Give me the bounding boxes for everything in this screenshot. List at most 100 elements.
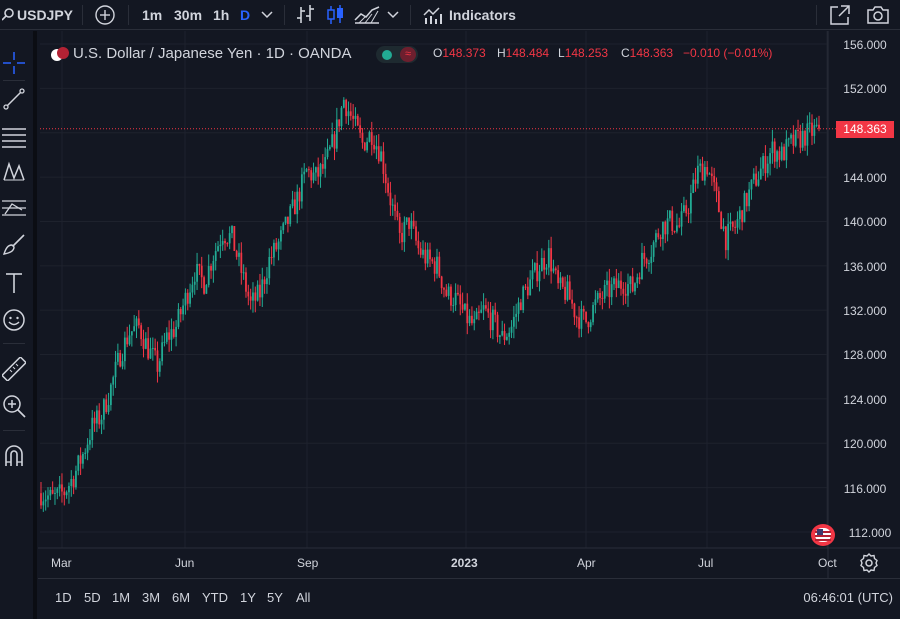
candle-up xyxy=(261,279,264,298)
candle-up xyxy=(680,211,683,227)
ohlc-low: L148.253 xyxy=(558,46,609,60)
candle-down xyxy=(412,220,415,227)
candle-down xyxy=(349,111,352,116)
candle-down xyxy=(72,479,75,488)
screenshot-button[interactable] xyxy=(866,0,890,30)
candle-up xyxy=(580,308,583,329)
candle-down xyxy=(582,308,585,312)
candle-down xyxy=(298,191,301,202)
candle-up xyxy=(123,337,126,362)
range-all[interactable]: All xyxy=(296,590,311,605)
candle-up xyxy=(606,280,608,285)
data-problem-icon: ≈ xyxy=(400,47,416,62)
range-5d[interactable]: 5D xyxy=(84,590,101,605)
candle-down xyxy=(638,277,641,280)
candles-chart-type-button[interactable] xyxy=(326,0,346,30)
candle-up xyxy=(736,219,739,228)
candle-down xyxy=(694,179,697,184)
fib-tool[interactable] xyxy=(0,121,28,151)
bar-chart-type-button[interactable] xyxy=(296,0,316,30)
candle-down xyxy=(179,309,182,315)
candle-up xyxy=(552,268,555,272)
candle-up xyxy=(603,284,606,299)
range-1m[interactable]: 1M xyxy=(112,590,131,605)
measure-tool[interactable] xyxy=(0,354,28,384)
candle-up xyxy=(815,124,818,126)
range-1d[interactable]: 1D xyxy=(55,590,72,605)
candle-up xyxy=(634,283,636,292)
candle-down xyxy=(126,337,129,345)
candle-down xyxy=(363,142,366,151)
ohlc-high: H148.484 xyxy=(497,46,550,60)
magnet-tool[interactable] xyxy=(0,441,28,471)
candle-down xyxy=(389,192,392,206)
market-status[interactable]: ≈ xyxy=(376,46,418,63)
symbol-search[interactable]: USDJPY xyxy=(2,0,73,30)
zoom-tool[interactable] xyxy=(0,391,28,421)
range-3m[interactable]: 3M xyxy=(142,590,161,605)
candle-down xyxy=(270,256,273,258)
economic-event-marker[interactable] xyxy=(811,524,835,546)
text-tool[interactable] xyxy=(0,268,28,298)
range-ytd[interactable]: YTD xyxy=(202,590,228,605)
candle-up xyxy=(114,361,117,378)
candle-down xyxy=(424,249,427,264)
candle-down xyxy=(631,276,634,292)
interval-1m[interactable]: 1m xyxy=(142,7,163,23)
candle-down xyxy=(461,304,464,310)
candle-up xyxy=(517,302,520,314)
pattern-tool[interactable] xyxy=(0,157,28,187)
smiley-icon xyxy=(3,309,25,331)
candle-up xyxy=(738,210,741,220)
price-tick: 120.000 xyxy=(843,437,887,451)
candle-down xyxy=(415,226,417,241)
candle-up xyxy=(228,233,231,244)
fullscreen-button[interactable] xyxy=(829,0,851,30)
candle-down xyxy=(471,315,473,324)
interval-d[interactable]: D xyxy=(240,7,251,23)
compare-symbol-button[interactable] xyxy=(94,0,116,30)
area-chart-icon xyxy=(354,6,380,24)
candle-up xyxy=(703,167,706,181)
candle-up xyxy=(405,217,408,223)
candle-up xyxy=(238,252,240,257)
interval-dropdown[interactable] xyxy=(261,0,273,30)
pattern-icon xyxy=(3,161,25,181)
candle-up xyxy=(289,206,292,224)
emoji-tool[interactable] xyxy=(0,305,28,335)
candle-up xyxy=(280,230,282,242)
search-icon xyxy=(2,8,14,21)
chart-type-dropdown[interactable] xyxy=(387,0,399,30)
candle-up xyxy=(785,139,788,161)
candle-up xyxy=(84,452,87,455)
candle-down xyxy=(818,124,820,129)
area-chart-type-button[interactable] xyxy=(354,0,380,30)
candle-up xyxy=(682,205,685,212)
range-6m[interactable]: 6M xyxy=(172,590,191,605)
candle-down xyxy=(459,294,462,305)
ohlc-close: C148.363 xyxy=(621,46,674,60)
candle-up xyxy=(193,281,196,285)
candle-down xyxy=(624,293,627,296)
projection-tool[interactable] xyxy=(0,193,28,223)
candle-up xyxy=(662,221,664,240)
candle-down xyxy=(345,99,348,117)
magnet-icon xyxy=(5,445,23,466)
crosshair-tool[interactable] xyxy=(0,48,28,78)
trend-line-tool[interactable] xyxy=(0,84,28,114)
interval-30m[interactable]: 30m xyxy=(174,7,203,23)
brush-tool[interactable] xyxy=(0,230,28,260)
range-1y[interactable]: 1Y xyxy=(240,590,256,605)
range-5y[interactable]: 5Y xyxy=(267,590,283,605)
chart-settings-button[interactable] xyxy=(858,552,880,574)
indicators-button[interactable]: Indicators xyxy=(423,0,516,30)
candle-up xyxy=(165,332,168,342)
candle-up xyxy=(547,248,550,268)
candle-up xyxy=(480,309,483,313)
interval-1h[interactable]: 1h xyxy=(213,7,230,23)
time-tick: Mar xyxy=(51,556,72,570)
us-flag-icon xyxy=(815,528,831,542)
candle-down xyxy=(440,276,443,289)
utc-clock[interactable]: 06:46:01 (UTC) xyxy=(803,590,893,605)
